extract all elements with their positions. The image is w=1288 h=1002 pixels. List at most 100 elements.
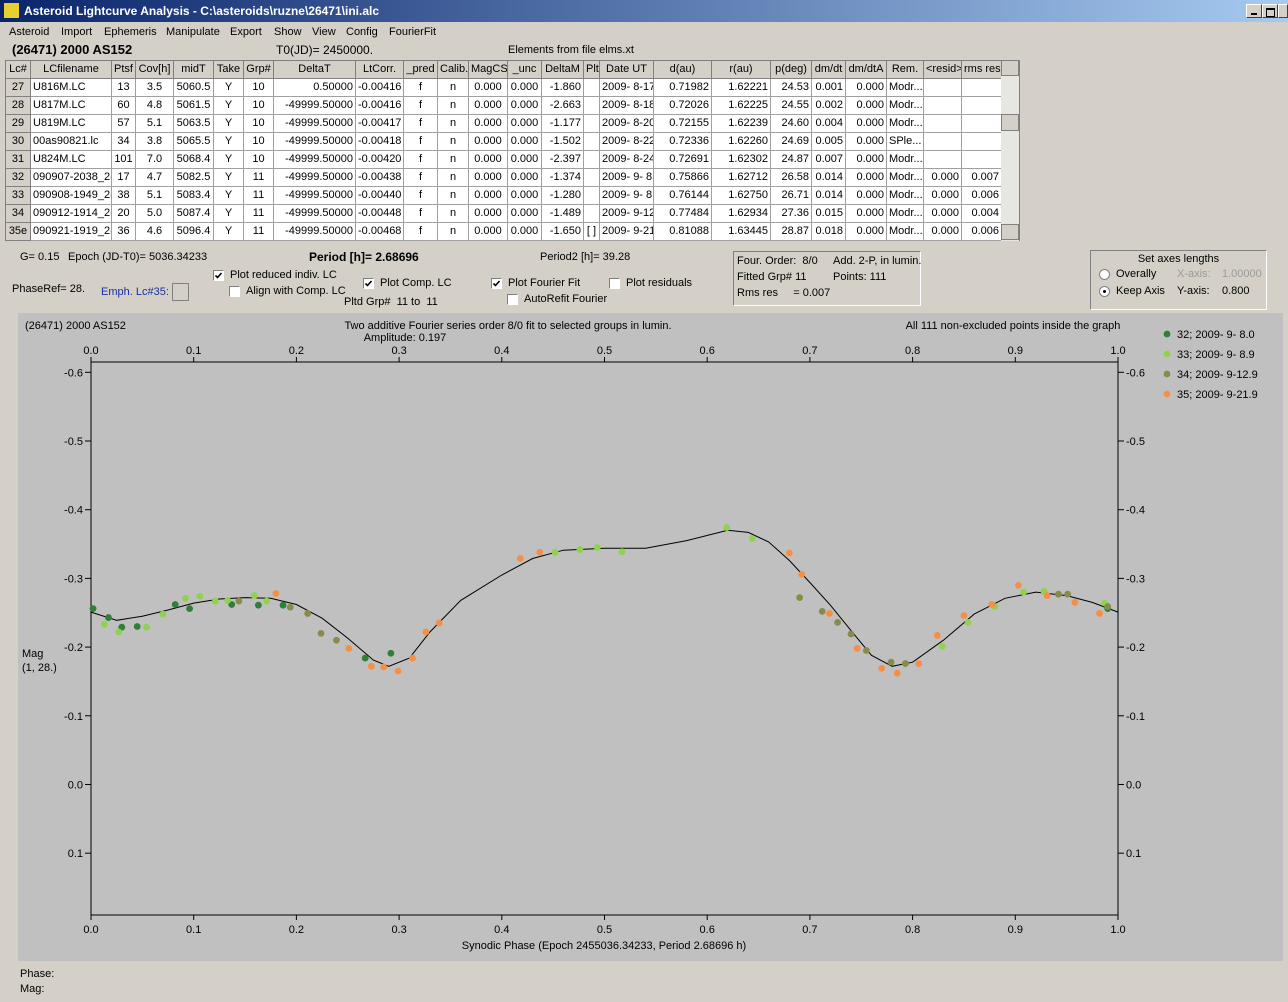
table-cell: 5083.4 (174, 187, 214, 205)
table-cell: 2009- 8-17.0 (600, 79, 654, 97)
data-point (902, 660, 909, 667)
table-cell: 0.014 (812, 169, 846, 187)
y-tick-label: -0.3 (1126, 573, 1145, 585)
menu-item[interactable]: Config (346, 26, 378, 38)
x-tick-label: 0.6 (700, 924, 715, 936)
radio-label[interactable]: Overally (1116, 268, 1157, 280)
table-cell: 0.001 (812, 79, 846, 97)
g-param: G= 0.15 (20, 251, 60, 263)
table-cell: 2009- 8-18.0 (600, 97, 654, 115)
data-point (182, 594, 189, 602)
status-phase: Phase: (20, 968, 55, 980)
x-tick-label: 0.2 (289, 924, 304, 936)
table-cell: n (438, 223, 469, 241)
minimize-button[interactable] (1246, 4, 1262, 18)
table-cell: 10 (244, 133, 274, 151)
column-header[interactable]: _unc (508, 61, 542, 79)
emph-spinner[interactable] (172, 283, 189, 301)
column-header[interactable]: Calib. (438, 61, 469, 79)
column-header[interactable]: midT (174, 61, 214, 79)
data-point (862, 647, 870, 654)
menu-item[interactable]: Import (61, 26, 93, 38)
checkbox[interactable] (363, 278, 374, 289)
table-cell: 0.000 (508, 115, 542, 133)
table-cell (962, 97, 1002, 115)
y-tick-label: -0.1 (1126, 711, 1145, 723)
menu-item[interactable]: Manipulate (166, 26, 220, 38)
column-header[interactable]: DeltaM (542, 61, 584, 79)
checkbox-label[interactable]: AutoRefit Fourier (524, 293, 608, 305)
menu-item[interactable]: View (312, 26, 336, 38)
checkbox[interactable] (213, 270, 224, 281)
table-cell: 0.000 (469, 205, 508, 223)
table-cell: 0.015 (812, 205, 846, 223)
column-header[interactable]: LtCorr. (356, 61, 404, 79)
data-point (186, 605, 193, 613)
checkbox-label[interactable]: Plot residuals (626, 277, 693, 289)
column-header[interactable]: Date UT (600, 61, 654, 79)
table-cell: 10 (244, 115, 274, 133)
column-header[interactable]: p(deg) (771, 61, 812, 79)
fit-info: Add. 2-P, in lumin. (833, 255, 922, 267)
table-cell: n (438, 115, 469, 133)
data-point (279, 601, 287, 609)
checkbox[interactable] (507, 294, 518, 305)
column-header[interactable]: Lc# (6, 61, 31, 79)
table-cell: 0.000 (469, 97, 508, 115)
epoch: Epoch (JD-T0)= 5036.34233 (68, 251, 208, 263)
table-scrollbar[interactable] (1001, 60, 1019, 241)
menu-item[interactable]: Ephemeris (104, 26, 157, 38)
column-header[interactable]: Ptsf (112, 61, 136, 79)
checkbox[interactable] (229, 286, 240, 297)
column-header[interactable]: Take (214, 61, 244, 79)
emph-label: Emph. Lc#35: (101, 286, 169, 298)
column-header[interactable]: d(au) (654, 61, 712, 79)
row-header: 28 (6, 97, 31, 115)
data-point (304, 610, 312, 617)
checkbox-label[interactable]: Plot reduced indiv. LC (230, 269, 337, 281)
column-header[interactable]: r(au) (712, 61, 771, 79)
x-tick-label: 1.0 (1110, 345, 1125, 357)
checkbox[interactable] (609, 278, 620, 289)
radio-label[interactable]: Keep Axis (1116, 285, 1165, 297)
checkbox-label[interactable]: Plot Comp. LC (380, 277, 452, 289)
fit-info: Four. Order: 8/0 (737, 255, 818, 267)
column-header[interactable]: Cov[h] (136, 61, 174, 79)
radio[interactable] (1099, 286, 1110, 297)
table-cell: 0.000 (469, 223, 508, 241)
menu-item[interactable]: Show (274, 26, 302, 38)
checkbox[interactable] (491, 278, 502, 289)
radio[interactable] (1099, 269, 1110, 280)
column-header[interactable]: MagCS (469, 61, 508, 79)
plot-panel: 0.0 0.0 0.1 0.1 0.2 0.2 0.3 0.3 0.4 0.4 0.5 0.5 0.6 0… (18, 313, 1283, 961)
column-header[interactable]: rms res (962, 61, 1002, 79)
column-header[interactable]: Grp# (244, 61, 274, 79)
column-header[interactable]: _pred (404, 61, 438, 79)
data-point (115, 628, 123, 636)
checkbox-label[interactable]: Plot Fourier Fit (508, 277, 581, 289)
table-cell (584, 169, 600, 187)
checkbox-label[interactable]: Align with Comp. LC (246, 285, 346, 297)
menu-item[interactable]: Asteroid (9, 26, 50, 38)
column-header[interactable]: <resid> (924, 61, 962, 79)
legend-label: 33; 2009- 9- 8.9 (1177, 349, 1255, 361)
y-axis-value[interactable]: 0.800 (1222, 285, 1250, 297)
column-header[interactable]: dm/dtA (846, 61, 887, 79)
menu-item[interactable]: FourierFit (389, 26, 437, 38)
column-header[interactable]: Rem. (887, 61, 924, 79)
table-cell: 2009- 8-24.9 (600, 151, 654, 169)
column-header[interactable]: DeltaT (274, 61, 356, 79)
x-tick-label: 0.0 (83, 924, 98, 936)
restore-button[interactable] (1262, 4, 1278, 18)
column-header[interactable]: Plt (584, 61, 600, 79)
close-button[interactable] (1278, 4, 1288, 18)
table-cell: 5087.4 (174, 205, 214, 223)
table-cell: 090912-1914_2( (31, 205, 112, 223)
column-header[interactable]: dm/dt (812, 61, 846, 79)
y-tick-label: -0.5 (1126, 436, 1145, 448)
table-cell: 0.000 (924, 187, 962, 205)
table-cell: 10 (244, 151, 274, 169)
menu-item[interactable]: Export (230, 26, 262, 38)
table-cell: f (404, 151, 438, 169)
column-header[interactable]: LCfilename (31, 61, 112, 79)
